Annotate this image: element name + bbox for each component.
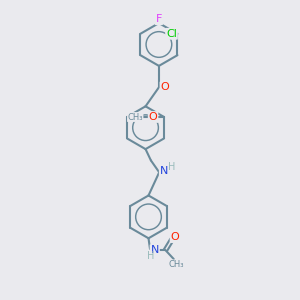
Text: O: O [160,82,169,92]
Text: O: O [171,232,179,242]
Text: F: F [156,14,162,24]
Text: H: H [168,162,176,172]
Text: H: H [147,250,154,260]
Text: CH₃: CH₃ [169,260,184,269]
Text: O: O [149,112,158,122]
Text: N: N [160,166,168,176]
Text: N: N [151,245,159,255]
Text: CH₃: CH₃ [128,112,143,122]
Text: Cl: Cl [166,29,177,39]
